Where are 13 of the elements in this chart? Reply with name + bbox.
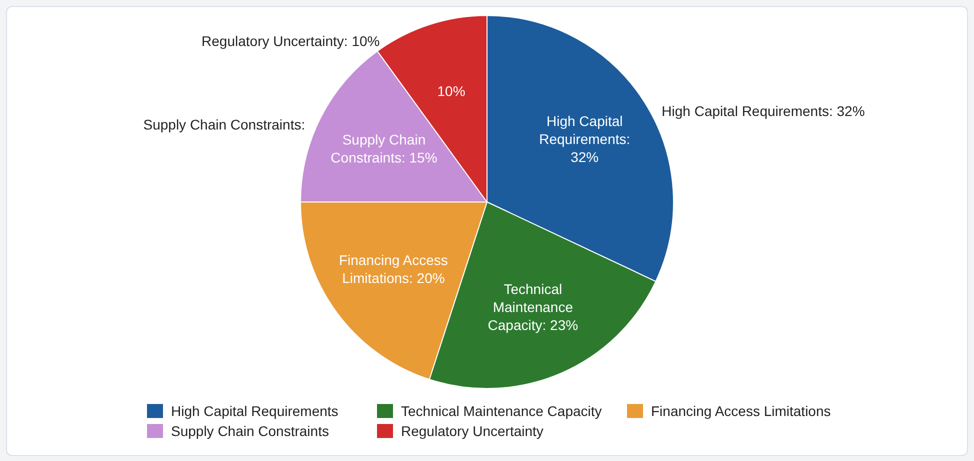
- data-label: 10%: [437, 82, 466, 99]
- data-label: High Capital Requirements: 32%: [539, 112, 630, 165]
- text: Regulatory Uncertainty: 10%: [202, 33, 380, 50]
- legend-label: Regulatory Uncertainty: [401, 423, 544, 439]
- legend-label: Technical Maintenance Capacity: [401, 403, 602, 419]
- legend-label: Supply Chain Constraints: [171, 423, 329, 439]
- data-label: Technical Maintenance Capacity: 23%: [488, 280, 578, 333]
- data-label: Financing Access Limitations: 20%: [338, 252, 448, 286]
- legend-label: High Capital Requirements: [171, 403, 338, 419]
- text: Supply Chain Constraints:: [143, 116, 306, 133]
- data-label: Supply Chain Constraints: 15%: [330, 131, 438, 166]
- legend-label: Financing Access Limitations: [651, 403, 831, 419]
- text: High Capital Requirements: 32%: [662, 102, 865, 119]
